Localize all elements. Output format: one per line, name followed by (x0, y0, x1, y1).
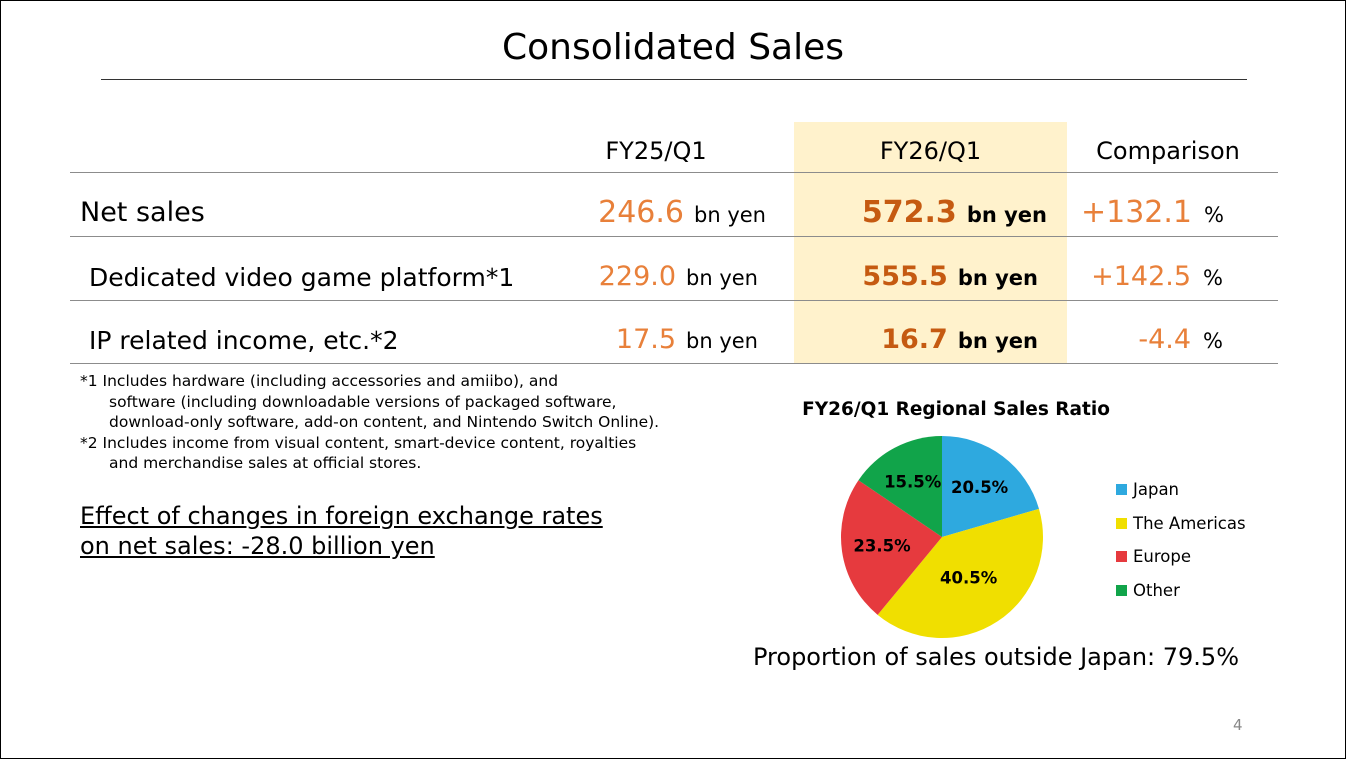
net-sales-fy26: 572.3 bn yen (862, 195, 1047, 230)
pie-label-the-americas: 40.5% (940, 569, 998, 588)
fy26-column-highlight (794, 122, 1067, 364)
row-label-dedicated-platform: Dedicated video game platform*1 (89, 263, 515, 292)
fx-effect-line: Effect of changes in foreign exchange ra… (80, 502, 603, 530)
ip-income-fy26: 16.7 bn yen (881, 324, 1038, 355)
pie-slice-japan (942, 436, 1039, 537)
chart-legend: Japan The Americas Europe Other (1116, 473, 1246, 607)
value: 229.0 (598, 261, 677, 292)
net-sales-comparison: +132.1% (1081, 195, 1224, 230)
net-sales-fy25: 246.6 bn yen (598, 195, 766, 230)
pie-slice-the-americas (877, 508, 1043, 638)
pie-label-europe: 23.5% (853, 537, 911, 556)
legend-item-americas: The Americas (1116, 507, 1246, 541)
legend-swatch (1116, 517, 1127, 529)
legend-swatch (1116, 484, 1127, 496)
unit: bn yen (686, 266, 758, 290)
unit: bn yen (957, 329, 1038, 353)
footnote-1-line: download-only software, add-on content, … (109, 413, 660, 431)
footnote-1-line: software (including downloadable version… (109, 392, 617, 411)
percent-sign: % (1203, 329, 1223, 353)
unit: bn yen (694, 203, 766, 227)
row-label-ip-income: IP related income, etc.*2 (89, 326, 399, 355)
ip-income-comparison: -4.4% (1138, 324, 1223, 355)
pie-slice-europe (841, 480, 942, 615)
title-divider (101, 79, 1247, 80)
platform-comparison: +142.5% (1091, 261, 1223, 292)
row-label-net-sales: Net sales (80, 197, 205, 228)
legend-label: Other (1133, 580, 1180, 600)
pie-label-other: 15.5% (884, 473, 942, 492)
footnote-2-line: *2 Includes income from visual content, … (80, 433, 637, 452)
platform-fy25: 229.0 bn yen (599, 261, 758, 292)
legend-label: The Americas (1133, 513, 1246, 533)
platform-fy26: 555.5 bn yen (862, 261, 1038, 292)
table-row-divider (70, 236, 1278, 237)
value: +142.5 (1091, 261, 1192, 292)
slide-title: Consolidated Sales (501, 27, 845, 68)
pie-label-japan: 20.5% (951, 478, 1009, 497)
value: 16.7 (881, 324, 948, 355)
legend-item-europe: Europe (1116, 540, 1246, 574)
header-fy26: FY26/Q1 (879, 137, 982, 165)
legend-label: Japan (1133, 480, 1180, 500)
page-number: 4 (1233, 716, 1243, 734)
header-comparison: Comparison (1096, 137, 1240, 165)
unit: bn yen (686, 329, 758, 353)
ip-income-fy25: 17.5 bn yen (616, 324, 758, 355)
fx-effect-note: Effect of changes in foreign exchange ra… (80, 501, 603, 561)
value: -4.4 (1138, 324, 1192, 355)
footnote-2-line: and merchandise sales at official stores… (109, 454, 422, 472)
value: 572.3 (861, 195, 957, 230)
value: 17.5 (615, 324, 677, 355)
legend-label: Europe (1133, 547, 1192, 567)
value: 555.5 (862, 261, 948, 292)
value: +132.1 (1081, 195, 1193, 230)
fx-effect-line: on net sales: -28.0 billion yen (80, 532, 435, 560)
footnotes: *1 Includes hardware (including accessor… (80, 371, 659, 474)
unit: bn yen (966, 203, 1047, 227)
footnote-1-line: *1 Includes hardware (including accessor… (80, 372, 559, 390)
legend-item-japan: Japan (1116, 473, 1246, 507)
chart-title: FY26/Q1 Regional Sales Ratio (802, 399, 1110, 420)
legend-swatch (1116, 551, 1127, 563)
table-header-divider (70, 172, 1278, 173)
table-row-divider (70, 300, 1278, 301)
percent-sign: % (1203, 266, 1223, 290)
regional-sales-pie-chart: 20.5% 40.5% 23.5% 15.5% (841, 436, 1043, 638)
table-bottom-divider (70, 363, 1278, 364)
unit: bn yen (957, 266, 1038, 290)
header-fy25: FY25/Q1 (605, 137, 707, 165)
legend-item-other: Other (1116, 574, 1246, 608)
outside-japan-proportion: Proportion of sales outside Japan: 79.5% (753, 643, 1239, 671)
pie-slice-other (858, 436, 942, 537)
value: 246.6 (598, 195, 685, 230)
legend-swatch (1116, 584, 1127, 596)
percent-sign: % (1204, 203, 1224, 227)
